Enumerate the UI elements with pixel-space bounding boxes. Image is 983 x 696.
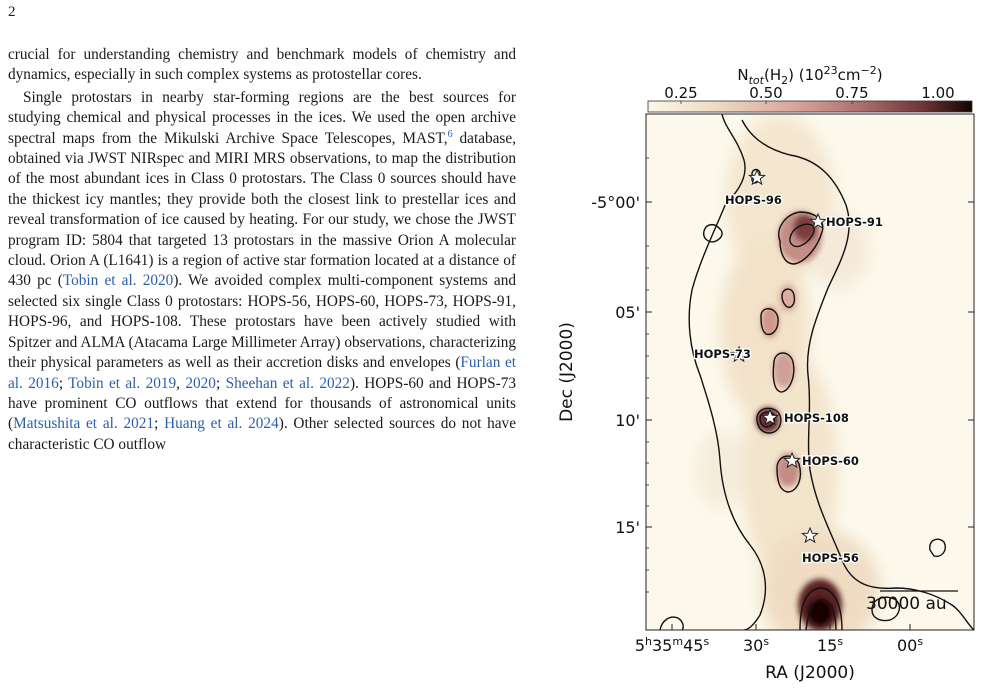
source-label-hops-96: HOPS-96 xyxy=(725,193,782,207)
source-labels: HOPS-96 HOPS-91 HOPS-73 HOPS-108 HOPS-60… xyxy=(693,192,884,567)
source-label-hops-91: HOPS-91 xyxy=(826,215,883,229)
citation-link[interactable]: 2020 xyxy=(185,374,216,392)
y-tick-label: 05' xyxy=(615,303,640,322)
paragraph-2-text-c: ). We avoided complex multi-component sy… xyxy=(8,272,516,372)
paragraph-2-text-g: ). HOPS-60 and HOPS-73 have prominent CO… xyxy=(8,374,516,433)
axis-ticks xyxy=(646,201,974,630)
scalebar-label: 30000 au xyxy=(866,594,947,614)
colorbar-tick-label: 0.50 xyxy=(749,84,782,102)
contour-lines xyxy=(659,114,974,630)
x-tick-label: 30s xyxy=(743,635,769,655)
y-tick-label: 10' xyxy=(615,411,640,430)
star-marker xyxy=(809,212,827,230)
colorbar xyxy=(647,100,973,113)
paragraph-2-text-i: ). Other selected sources do not have ch… xyxy=(8,415,516,453)
paragraph-2-text-h: ; xyxy=(154,415,165,433)
footnote-marker[interactable]: 6 xyxy=(447,128,453,140)
source-label-hops-108: HOPS-108 xyxy=(784,411,849,425)
citation-link[interactable]: Matsushita et al. 2021 xyxy=(13,415,155,433)
citation-link[interactable]: Tobin et al. 2020 xyxy=(62,272,174,290)
star-marker xyxy=(730,345,748,363)
star-marker xyxy=(748,168,766,186)
source-markers xyxy=(730,168,827,544)
source-label-hops-60: HOPS-60 xyxy=(802,454,859,468)
map-frame xyxy=(645,113,975,631)
paragraph-2: Single protostars in nearby star-forming… xyxy=(8,88,516,455)
paragraph-2-text-f: ; xyxy=(215,374,226,392)
y-axis-label: Dec (J2000) xyxy=(557,322,577,422)
source-label-hops-56: HOPS-56 xyxy=(802,551,859,565)
citation-link[interactable]: Furlan et al. 2016 xyxy=(8,354,516,392)
colorbar-tick-label: 0.75 xyxy=(835,84,868,102)
x-tick-label: 5h35m45s xyxy=(635,635,710,655)
page-number: 2 xyxy=(8,4,16,20)
y-tick-label: -5°00' xyxy=(591,193,640,212)
colorbar-ticks xyxy=(680,101,939,104)
x-tick-label: 00s xyxy=(897,635,923,655)
star-marker xyxy=(801,526,819,544)
colorbar-label: Ntot(H2) (1023cm−2) xyxy=(737,64,882,87)
y-tick-label: 15' xyxy=(615,518,640,537)
minor-ticks xyxy=(646,157,649,593)
column-density-figure: Ntot(H2) (1023cm−2) 0.25 0.50 0.75 1.00 xyxy=(557,64,975,683)
star-marker xyxy=(783,451,801,469)
paragraph-1: crucial for understanding chemistry and … xyxy=(8,45,516,86)
x-tick-label: 15s xyxy=(817,635,843,655)
x-axis-label: RA (J2000) xyxy=(765,663,855,683)
paragraph-1-text: crucial for understanding chemistry and … xyxy=(8,46,516,84)
paragraph-2-text-a: Single protostars in nearby star-forming… xyxy=(8,88,516,147)
paragraph-2-text-d: ; xyxy=(58,374,69,392)
paragraph-2-text-b: database, obtained via JWST NIRspec and … xyxy=(8,129,516,290)
citation-link[interactable]: Huang et al. 2024 xyxy=(164,415,279,433)
citation-link[interactable]: Sheehan et al. 2022 xyxy=(225,374,350,392)
colorbar-tick-label: 0.25 xyxy=(664,84,697,102)
paragraph-2-text-e: , xyxy=(176,374,186,392)
colorbar-tick-label: 1.00 xyxy=(921,84,954,102)
citation-link[interactable]: Tobin et al. 2019 xyxy=(68,374,177,392)
density-map: HOPS-96 HOPS-91 HOPS-73 HOPS-108 HOPS-60… xyxy=(659,114,974,630)
source-label-hops-73: HOPS-73 xyxy=(694,347,751,361)
body-text-column: crucial for understanding chemistry and … xyxy=(8,45,516,455)
star-marker xyxy=(761,408,779,426)
